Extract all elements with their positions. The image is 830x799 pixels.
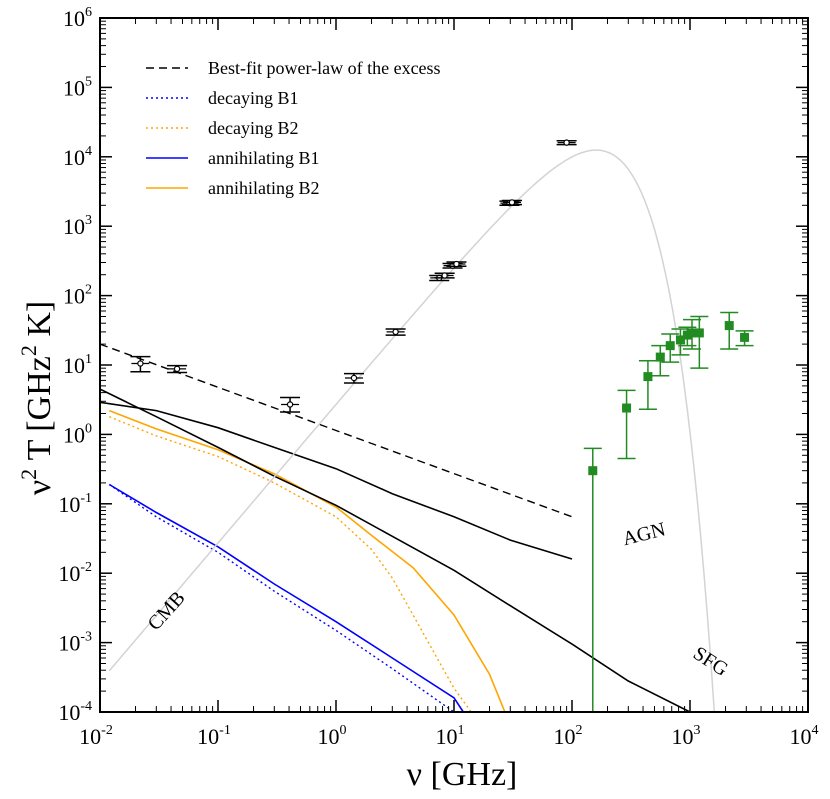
- x-tick-label: 103: [672, 723, 701, 749]
- series-annihilating-b1: [108, 483, 464, 712]
- marker: [563, 139, 570, 146]
- y-tick-label: 10-1: [58, 491, 92, 517]
- legend-label: Best-fit power-law of the excess: [208, 58, 441, 78]
- annotation-sfg: SFG: [689, 642, 732, 680]
- far-IR-data-point: [735, 330, 754, 347]
- marker: [286, 401, 294, 408]
- marker: [665, 341, 675, 351]
- marker: [441, 272, 448, 279]
- legend-entry: decaying B2: [146, 118, 298, 138]
- marker: [740, 332, 750, 342]
- marker: [137, 360, 144, 367]
- series-decaying-b2: [109, 416, 472, 712]
- radio-data-point: [167, 364, 188, 374]
- series-agn: [100, 401, 573, 560]
- series-curves: [100, 149, 716, 712]
- legend-label: decaying B2: [208, 118, 298, 138]
- annotation-cmb: CMB: [144, 587, 190, 635]
- marker: [724, 321, 734, 331]
- annotations: AGN SFG CMB: [144, 518, 732, 681]
- radio-data-point: [446, 260, 467, 268]
- legend-entry: annihilating B1: [146, 148, 320, 168]
- radio-data-point: [130, 355, 151, 373]
- far-IR-data-point: [671, 328, 690, 356]
- y-tick-label: 105: [63, 74, 92, 100]
- y-tick-label: 101: [63, 352, 92, 378]
- y-tick-label: 10-4: [58, 699, 92, 725]
- series-annihilating-b2: [109, 409, 506, 712]
- marker: [643, 372, 653, 382]
- radio-data-point: [385, 328, 406, 336]
- legend-label: annihilating B1: [208, 148, 320, 168]
- far-IR-data-point: [678, 326, 697, 347]
- radio-data-point: [556, 139, 577, 146]
- series-cmb: [108, 149, 716, 712]
- x-tick-label: 10-1: [197, 723, 231, 749]
- far-IR-data-point: [661, 333, 680, 363]
- far-IR-data-point: [720, 311, 739, 350]
- radio-data-point: [280, 396, 301, 413]
- far-IR-data-point: [690, 315, 709, 369]
- legend-label: decaying B1: [208, 88, 298, 108]
- series-sfg: [100, 388, 691, 712]
- marker: [350, 374, 358, 382]
- far-IR-data-point: [583, 447, 602, 712]
- x-axis-label: ν [GHz]: [407, 756, 518, 793]
- marker: [173, 365, 181, 373]
- x-tick-label: 101: [436, 723, 465, 749]
- radio-data-point: [343, 372, 364, 384]
- y-tick-label: 106: [63, 5, 92, 31]
- y-tick-label: 10-2: [58, 560, 92, 586]
- y-axis-label: ν2 T [GHz2 K]: [16, 301, 58, 495]
- marker: [687, 328, 697, 338]
- marker: [453, 260, 460, 268]
- series-best-fit-power-law-of-the-excess: [100, 343, 573, 518]
- data-points: [130, 139, 754, 712]
- far-IR-data-point: [638, 360, 657, 411]
- marker: [588, 466, 598, 476]
- marker: [655, 352, 665, 362]
- x-tick-label: 100: [318, 723, 347, 749]
- marker: [675, 335, 685, 345]
- y-tick-label: 10-3: [58, 630, 92, 656]
- far-IR-data-point: [683, 318, 702, 350]
- legend: Best-fit power-law of the excess decaying…: [146, 58, 441, 198]
- far-IR-data-point: [617, 389, 636, 460]
- x-tick-label: 104: [790, 723, 819, 749]
- axis-ticks: 10-2 10-1 100 101 102 103 104 10-4 10-3 10-2 10-1 1…: [58, 5, 818, 749]
- plot-frame: [99, 17, 809, 713]
- radio-data-point: [501, 199, 522, 206]
- y-tick-label: 102: [63, 283, 92, 309]
- x-tick-label: 102: [554, 723, 583, 749]
- marker: [392, 328, 399, 336]
- marker: [682, 330, 692, 340]
- y-tick-label: 103: [63, 213, 92, 239]
- annotation-agn: AGN: [620, 518, 667, 550]
- x-tick-label: 10-2: [79, 723, 113, 749]
- legend-entry: annihilating B2: [146, 178, 320, 198]
- legend-entry: Best-fit power-law of the excess: [146, 58, 441, 78]
- series-decaying-b1: [108, 483, 455, 712]
- y-tick-label: 104: [63, 144, 92, 170]
- legend-entry: decaying B1: [146, 88, 298, 108]
- marker: [622, 403, 632, 413]
- legend-label: annihilating B2: [208, 178, 320, 198]
- y-tick-label: 100: [63, 421, 92, 447]
- radio-data-point: [434, 272, 455, 279]
- marker: [508, 199, 516, 206]
- marker: [694, 328, 704, 338]
